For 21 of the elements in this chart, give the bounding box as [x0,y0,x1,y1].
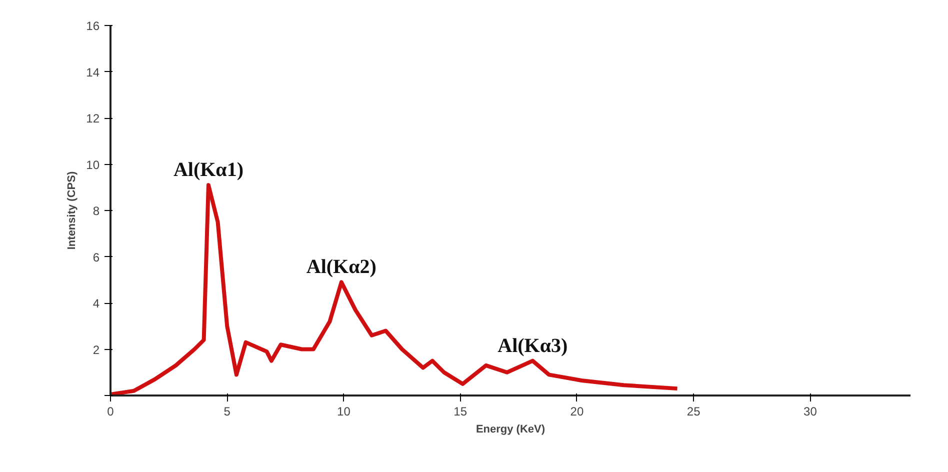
x-axis-title: Energy (KeV) [476,424,546,436]
y-tick-label: 4 [92,296,100,310]
y-tick-label: 16 [86,19,100,33]
y-tick-label: 8 [92,204,100,218]
y-tick-label: 14 [86,65,100,80]
line-series [110,183,680,396]
y-tick-label: 10 [86,158,100,172]
y-tick-label: 6 [92,250,100,264]
annotation: Al(Kα2) [306,256,376,278]
x-tick-label: 15 [454,404,468,418]
x-tick-label: 5 [224,404,231,418]
y-tick-label: 2 [92,342,100,357]
x-tick-label: 0 [107,404,114,418]
y-tick-label: 12 [86,112,100,126]
y-axis-title: Intensity (CPS) [66,171,78,250]
annotation: Al(Kα1) [173,159,244,182]
x-tick-label: 30 [804,404,818,418]
x-tick-label: 10 [337,404,351,418]
annotation: Al(Kα3) [498,334,568,357]
x-tick-label: 20 [570,404,584,418]
x-tick-label: 25 [686,404,701,418]
